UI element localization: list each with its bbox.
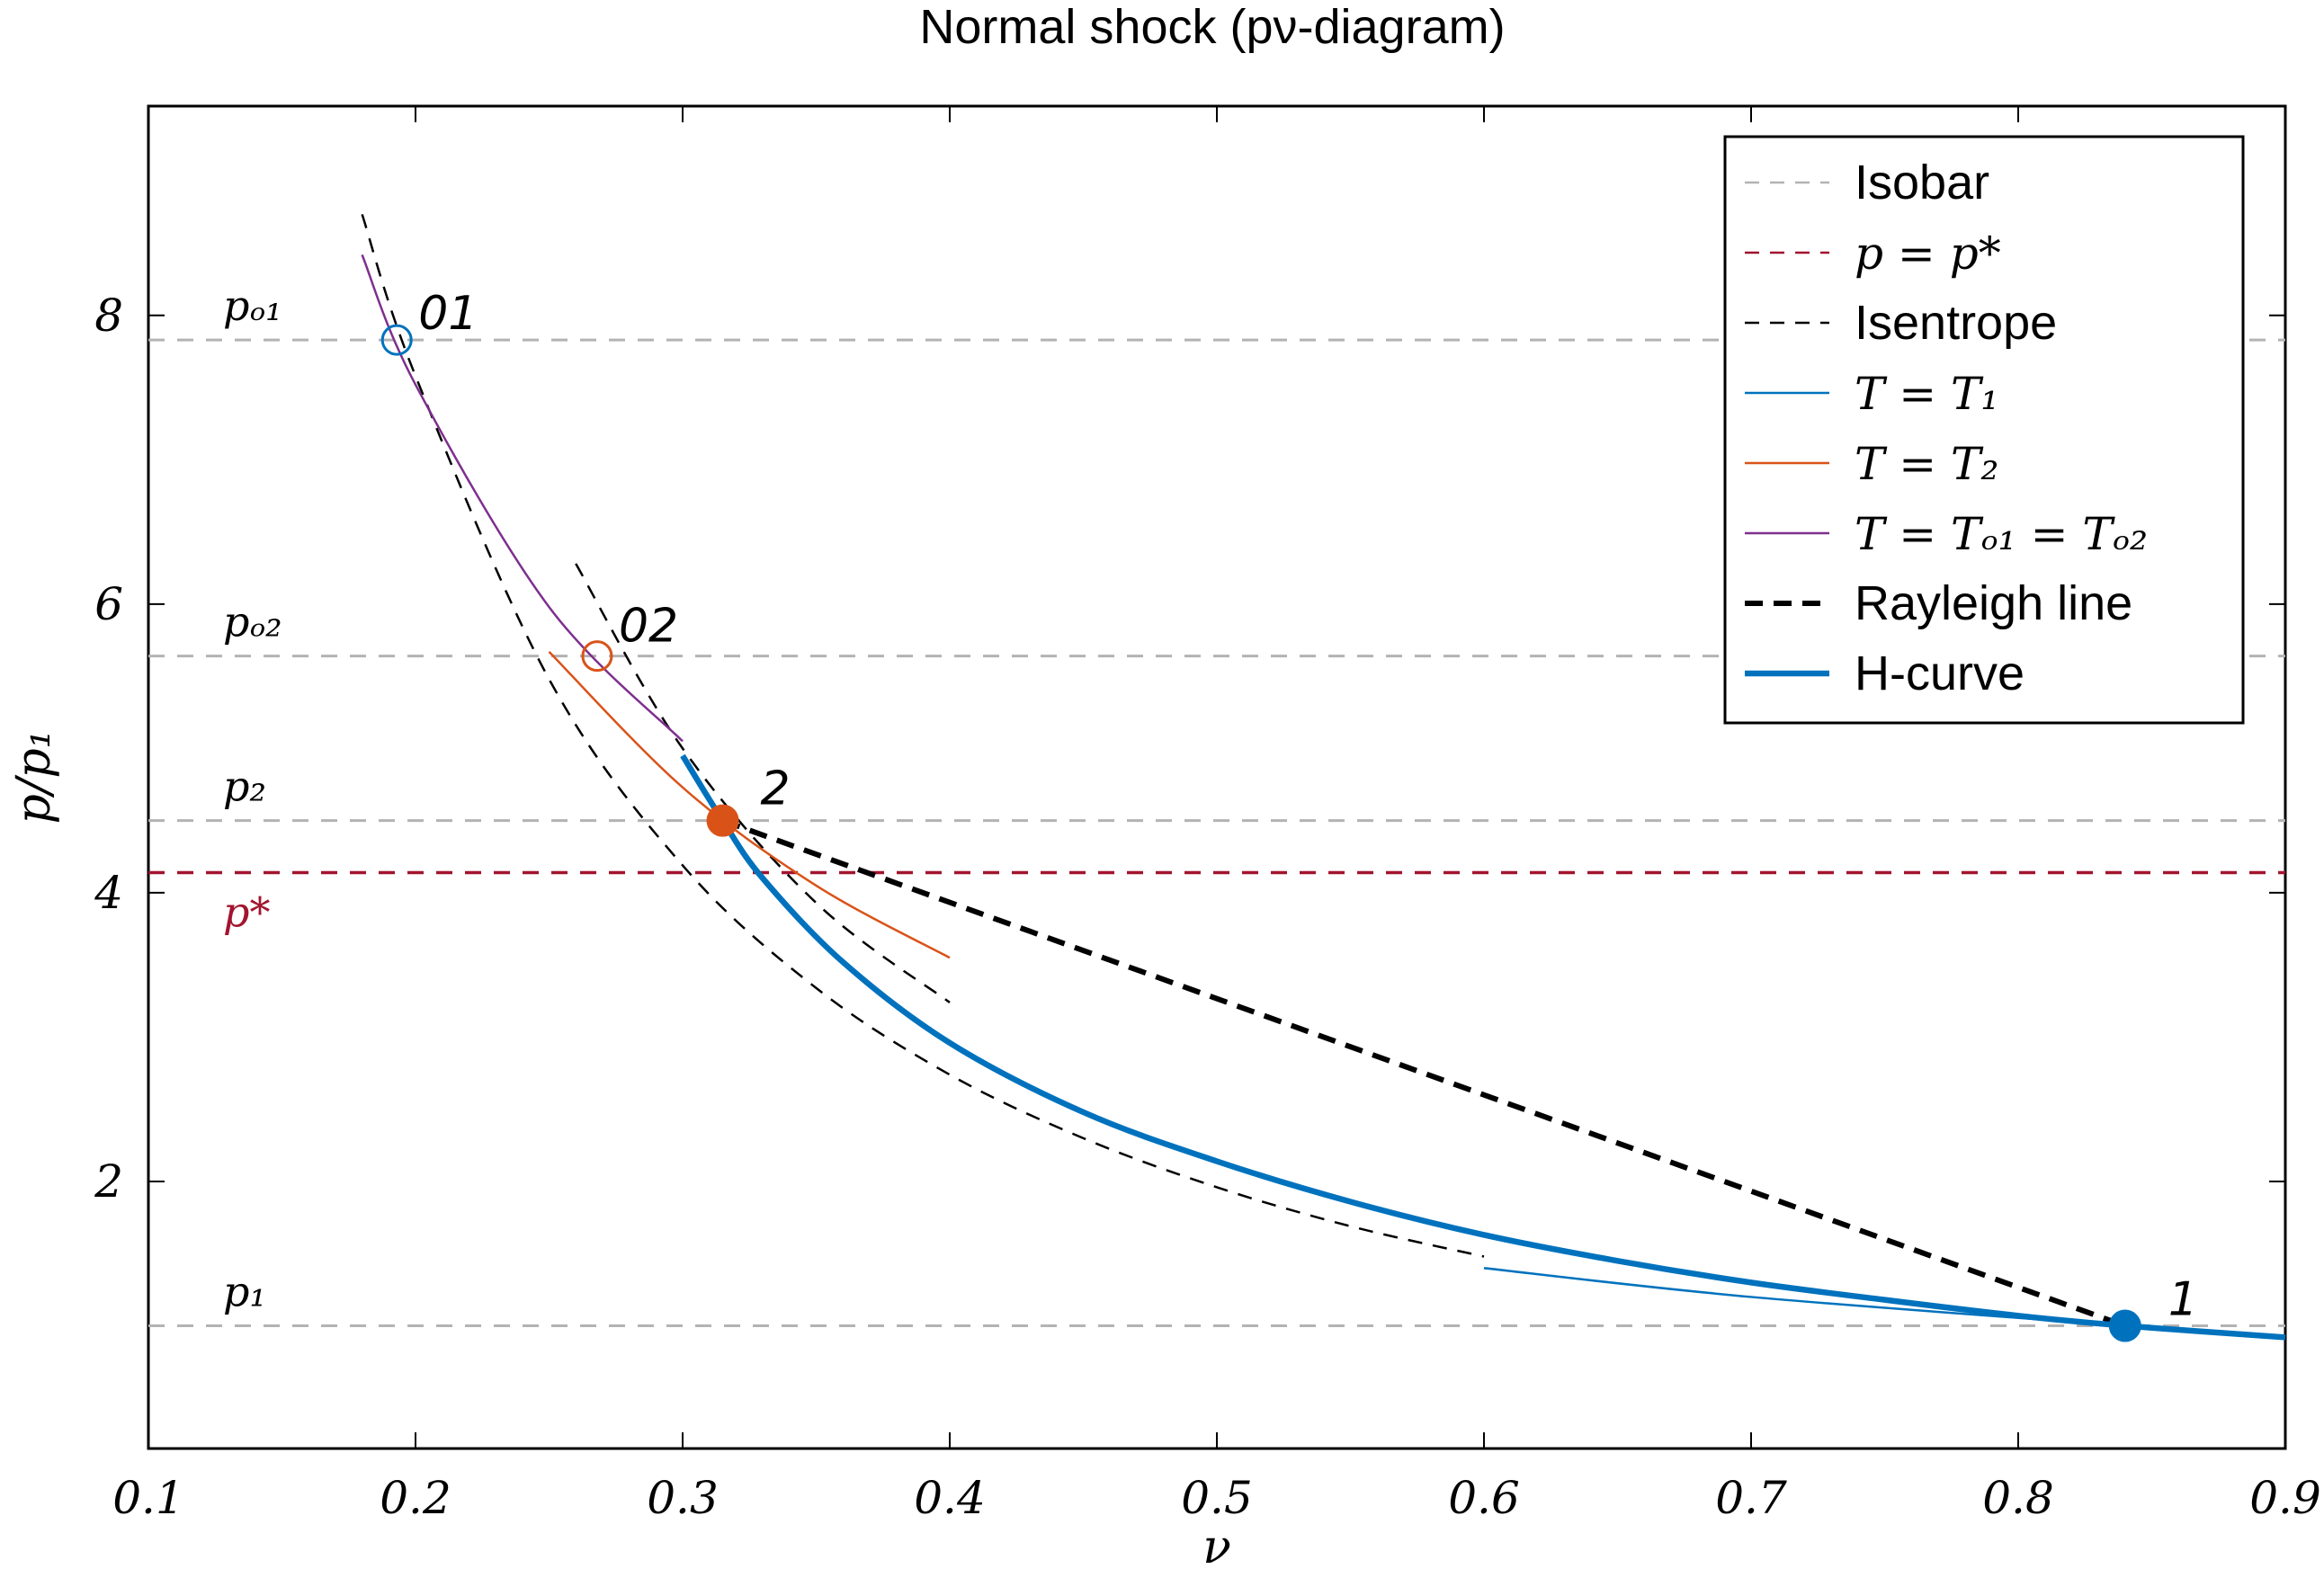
- state-points: 1 2 01 02: [380, 287, 2198, 1342]
- x-tick-label: 0.2: [380, 1472, 451, 1524]
- y-tick-label: 8: [94, 290, 123, 342]
- x-tick-label: 0.1: [112, 1472, 184, 1524]
- series-line-isentrope: [361, 214, 1485, 1258]
- p-star-label: p*: [223, 887, 270, 936]
- legend-label-h-curve: H-curve: [1855, 646, 2025, 700]
- legend-box: [1723, 135, 2245, 725]
- series-line-h-curve: [680, 753, 2286, 1341]
- y-tick-label: 6: [94, 578, 123, 630]
- series-line-isentrope-through-2: [575, 563, 951, 1003]
- state-point-01: [380, 324, 413, 356]
- chart-title: Normal shock (pν-diagram): [919, 0, 1505, 54]
- isobar-label: p₁: [223, 1268, 266, 1316]
- state-point-label: 2: [761, 762, 791, 816]
- legend-label-t-t: T = T₁: [1855, 368, 1998, 420]
- state-point-label: 01: [418, 287, 478, 341]
- x-tick-label: 0.9: [2249, 1472, 2321, 1524]
- legend-label-rayleigh-line: Rayleigh line: [1855, 576, 2132, 630]
- legend-label-isobar: Isobar: [1855, 156, 1989, 209]
- legend-label-p-p: p = p*: [1855, 227, 2001, 280]
- legend-label-t-t-t: T = Tₒ₁ = Tₒ₂: [1855, 508, 2148, 560]
- series-line-t-t: [548, 650, 951, 959]
- series-line-t-t-t: [361, 254, 684, 743]
- x-tick-label: 0.6: [1448, 1472, 1520, 1524]
- legend-label-isentrope: Isentrope: [1855, 296, 2057, 350]
- isobar-label: p₂: [223, 762, 266, 811]
- isobar-label: pₒ₂: [223, 598, 282, 646]
- state-point-1: [2108, 1309, 2141, 1342]
- state-point-label: 1: [2168, 1273, 2198, 1327]
- x-tick-label: 0.3: [647, 1472, 719, 1524]
- state-point-2: [706, 804, 739, 837]
- x-tick-label: 0.5: [1181, 1472, 1253, 1524]
- axis-ticks: 0.1 0.2 0.3 0.4 0.5 0.6 0.7 0.8 0.9 2 4 6 8: [94, 106, 2321, 1524]
- x-axis-label: ν: [1202, 1520, 1231, 1569]
- state-point-label: 02: [619, 600, 678, 654]
- series-line-rayleigh-line: [721, 817, 2126, 1329]
- legend-items: Isobar p = p* Isentrope T = T₁ T = T₂ T = Tₒ₁…: [1745, 156, 2148, 700]
- y-tick-label: 4: [94, 867, 123, 919]
- x-tick-label: 0.7: [1715, 1472, 1787, 1524]
- curves: [361, 214, 2286, 1341]
- legend-label-t-t: T = T₂: [1855, 438, 1998, 490]
- x-tick-label: 0.4: [914, 1472, 986, 1524]
- state-point-02: [581, 640, 613, 673]
- isobar-label: pₒ₁: [223, 281, 282, 330]
- y-tick-label: 2: [94, 1155, 123, 1208]
- x-tick-label: 0.8: [1982, 1472, 2054, 1524]
- y-axis-label: p/p₁: [7, 730, 61, 825]
- curve-labels: p₁ p₂ pₒ₂ pₒ₁ p*: [223, 281, 282, 1315]
- legend: Isobar p = p* Isentrope T = T₁ T = T₂ T = Tₒ₁…: [1723, 135, 2245, 725]
- isobar-lines: [148, 338, 2285, 1328]
